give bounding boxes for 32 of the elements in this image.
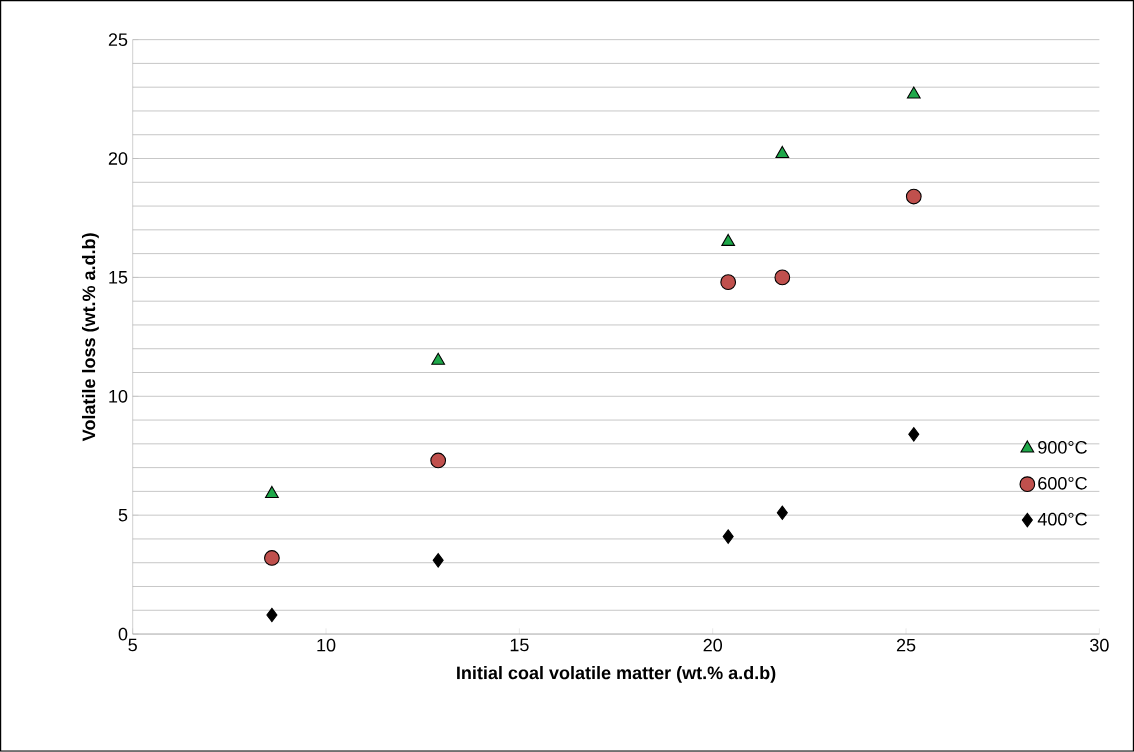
point [776,505,788,521]
y-tick-label: 25 [108,33,128,47]
y-tick-label: 10 [109,390,128,403]
point [775,146,790,159]
x-tick-label: 10 [317,638,336,652]
point [720,274,737,291]
x-tick-label: 5 [128,638,137,652]
point [774,269,791,286]
y-tick-label: 0 [118,627,128,641]
x-tick-label: 15 [510,638,529,652]
x-tick-label: 30 [1090,638,1109,652]
x-tick-label: 20 [703,638,723,652]
point [908,427,920,442]
point [264,550,280,566]
legend-label: 400°C [1037,512,1087,526]
y-axis-title: Volatile loss (wt.% a.d.b) [81,233,99,442]
point [431,352,446,365]
point [430,452,447,469]
x-tick-label: 25 [896,638,916,652]
x-axis-title: Initial coal volatile matter (wt.% a.d.b) [457,666,776,683]
point [721,233,736,247]
point [432,553,444,568]
point [722,529,734,544]
point [906,86,921,99]
y-tick-label: 20 [108,152,128,165]
y-tick-label: 15 [109,271,128,284]
point [266,607,278,623]
point [265,486,279,499]
point [905,188,922,205]
legend-label: 600°C [1038,477,1087,490]
y-tick-label: 5 [118,509,128,522]
legend-label: 900°C [1038,441,1087,454]
